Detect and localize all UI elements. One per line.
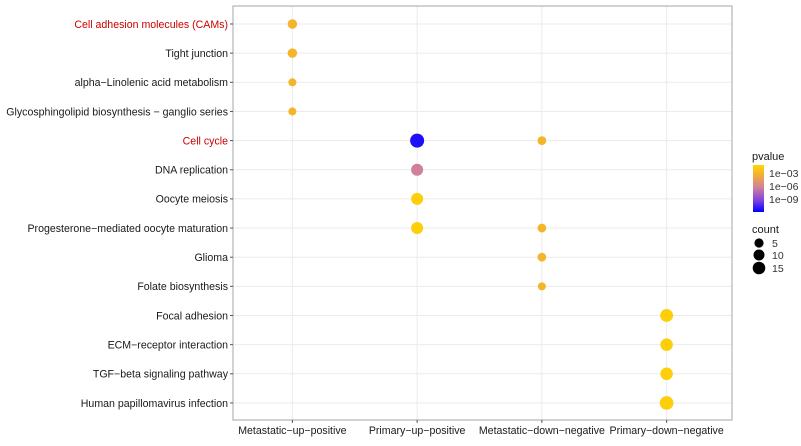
data-point <box>660 338 673 351</box>
y-tick-label: Focal adhesion <box>156 310 228 322</box>
y-tick-label: alpha−Linolenic acid metabolism <box>75 77 229 89</box>
x-axis-labels: Metastatic−up−positive Primary−up−positiv… <box>238 420 724 437</box>
data-point <box>288 107 297 116</box>
count-legend-label-10: 10 <box>772 250 784 262</box>
data-point <box>537 252 547 262</box>
data-point <box>288 78 297 87</box>
x-tick-label: Primary−up−positive <box>369 425 466 437</box>
count-legend-label-15: 15 <box>772 263 784 275</box>
plot-panel-border <box>232 5 733 421</box>
data-point <box>410 133 425 148</box>
data-point <box>659 396 674 410</box>
data-point <box>660 309 674 322</box>
pvalue-tick-2: 1e−06 <box>769 181 799 193</box>
y-tick-label: Glycosphingolipid biosynthesis − ganglio… <box>6 106 228 118</box>
data-point <box>287 19 298 29</box>
count-legend-label-5: 5 <box>772 238 778 250</box>
pvalue-legend: pvalue 1e−03 1e−06 1e−09 <box>752 151 799 212</box>
count-legend-dot-10 <box>753 249 765 261</box>
y-tick-label: DNA replication <box>155 165 228 177</box>
grid-lines <box>233 6 732 420</box>
count-legend-dot-15 <box>752 261 766 275</box>
y-tick-label: Human papillomavirus infection <box>81 398 228 410</box>
y-tick-label: ECM−receptor interaction <box>108 339 229 351</box>
count-legend-title: count <box>752 224 779 236</box>
data-point <box>537 223 547 233</box>
count-legend: count 5 10 15 <box>752 224 784 275</box>
y-tick-label: Cell cycle <box>183 135 228 147</box>
pvalue-tick-3: 1e−09 <box>769 194 799 206</box>
y-tick-label: TGF−beta signaling pathway <box>93 369 229 381</box>
y-tick-label: Glioma <box>194 252 228 264</box>
y-tick-label: Cell adhesion molecules (CAMs) <box>74 19 228 31</box>
data-points <box>287 19 674 410</box>
x-tick-label: Primary−down−negative <box>610 425 724 437</box>
data-point <box>660 367 673 381</box>
x-tick-label: Metastatic−up−positive <box>238 425 346 437</box>
y-axis-labels: Cell adhesion molecules (CAMs) Tight junc… <box>6 19 233 410</box>
data-point <box>287 48 298 58</box>
y-tick-label: Tight junction <box>165 48 228 60</box>
count-legend-dot-5 <box>754 238 764 248</box>
data-point <box>537 136 547 146</box>
y-tick-label: Oocyte meiosis <box>156 194 228 206</box>
data-point <box>537 282 546 291</box>
pvalue-legend-title: pvalue <box>752 151 784 163</box>
data-point <box>411 163 424 176</box>
data-point <box>411 222 424 235</box>
y-tick-label: Progesterone−mediated oocyte maturation <box>27 223 228 235</box>
pvalue-tick-1: 1e−03 <box>769 168 799 180</box>
x-tick-label: Metastatic−down−negative <box>479 425 605 437</box>
pvalue-colorbar <box>753 165 764 212</box>
y-tick-label: Folate biosynthesis <box>137 281 228 293</box>
data-point <box>411 192 424 205</box>
